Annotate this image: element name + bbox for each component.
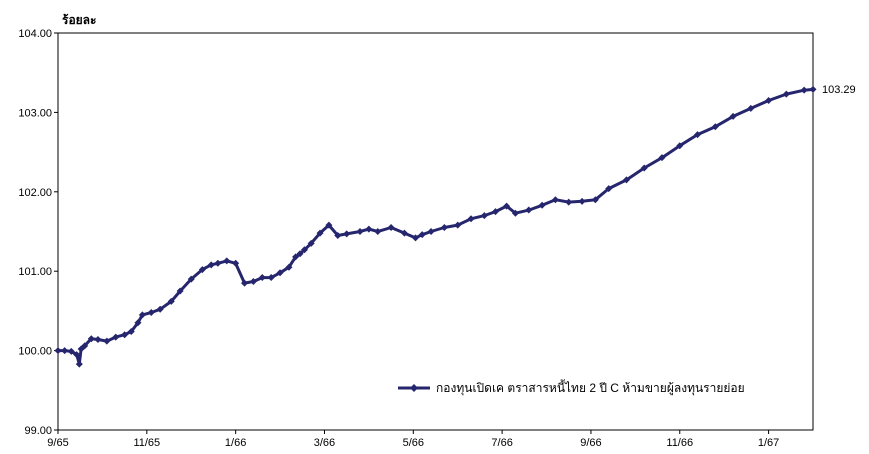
y-tick-label: 101.00 (18, 266, 52, 278)
data-point (676, 142, 684, 150)
x-tick-label: 9/65 (47, 437, 68, 449)
x-tick-label: 5/66 (403, 437, 424, 449)
plot-frame (57, 32, 814, 431)
data-point (525, 206, 533, 214)
data-point (285, 263, 293, 271)
data-point (241, 279, 249, 287)
end-value-label: 103.29 (822, 84, 856, 96)
data-point (147, 308, 155, 316)
data-point (316, 229, 324, 237)
data-point (258, 274, 266, 282)
data-point (565, 198, 573, 206)
data-point (605, 185, 613, 193)
y-tick-label: 102.00 (18, 187, 52, 199)
data-point (198, 266, 206, 274)
data-point (67, 347, 75, 355)
data-point (578, 197, 586, 205)
data-point (538, 201, 546, 209)
data-point (75, 360, 83, 368)
data-point (156, 305, 164, 313)
x-tick-label: 9/66 (580, 437, 601, 449)
data-point (622, 176, 630, 184)
x-tick-label: 3/66 (314, 437, 335, 449)
data-point (307, 239, 315, 247)
y-tick-label: 103.00 (18, 107, 52, 119)
data-point (591, 196, 599, 204)
data-point (81, 342, 89, 350)
data-point (187, 275, 195, 283)
data-point (491, 208, 499, 216)
data-point (400, 229, 408, 237)
data-point (334, 231, 342, 239)
data-point (94, 335, 102, 343)
x-tick-label: 7/66 (491, 437, 512, 449)
data-point (167, 297, 175, 305)
x-tick-label: 1/66 (225, 437, 246, 449)
data-point (176, 287, 184, 295)
data-point (427, 228, 435, 235)
data-point (412, 234, 420, 242)
data-point (694, 131, 702, 139)
data-point (292, 253, 300, 261)
data-point (551, 196, 559, 204)
data-point (249, 278, 257, 286)
data-point (121, 331, 129, 339)
legend-swatch-marker (410, 384, 418, 392)
data-point (127, 328, 135, 336)
y-axis-title: ร้อยละ (62, 13, 96, 27)
legend-label: กองทุนเปิดเค ตราสารหนี้ไทย 2 ปี C ห้ามขา… (436, 379, 745, 396)
data-point (232, 259, 240, 267)
x-tick-label: 1/67 (758, 437, 779, 449)
y-tick-label: 99.00 (24, 425, 52, 437)
data-point (356, 228, 364, 235)
data-point (112, 333, 120, 341)
data-point (511, 209, 519, 217)
series-line (58, 87, 814, 366)
data-point (640, 164, 648, 172)
legend: กองทุนเปิดเค ตราสารหนี้ไทย 2 ปี C ห้ามขา… (398, 379, 745, 396)
data-point (54, 347, 62, 355)
data-point (223, 257, 231, 265)
data-point (467, 215, 475, 223)
data-point (809, 85, 817, 93)
series-group (54, 85, 817, 368)
data-point (296, 250, 304, 258)
data-point (325, 221, 333, 229)
data-point (658, 154, 666, 162)
data-point (747, 104, 755, 112)
data-point (300, 246, 308, 254)
data-point (365, 225, 373, 233)
data-point (267, 274, 275, 282)
y-axis: 99.00 100.00 101.00 102.00 103.00 104.00 (18, 28, 58, 437)
data-point (214, 259, 222, 267)
data-point (374, 228, 382, 235)
data-point (73, 351, 81, 359)
data-point (711, 123, 719, 131)
data-point (503, 202, 511, 210)
x-tick-label: 11/65 (133, 437, 160, 449)
data-point (454, 221, 462, 229)
data-point (343, 230, 351, 238)
data-point (800, 86, 808, 94)
data-point (134, 319, 142, 327)
data-point (765, 96, 773, 104)
data-point (729, 112, 737, 120)
x-axis: 9/65 11/65 1/66 3/66 5/66 7/66 9/66 11/66 1/67 (47, 430, 779, 449)
y-tick-label: 100.00 (18, 346, 52, 358)
x-tick-label: 11/66 (666, 437, 693, 449)
data-point (103, 337, 111, 345)
data-point (138, 311, 146, 319)
data-point (387, 224, 395, 232)
data-point (782, 90, 790, 98)
data-point (440, 224, 448, 232)
data-point (61, 347, 69, 355)
y-tick-label: 104.00 (18, 28, 52, 40)
data-point (418, 231, 426, 239)
data-point (480, 212, 488, 220)
data-point (276, 269, 284, 277)
data-point (207, 261, 215, 269)
data-point (87, 335, 95, 343)
